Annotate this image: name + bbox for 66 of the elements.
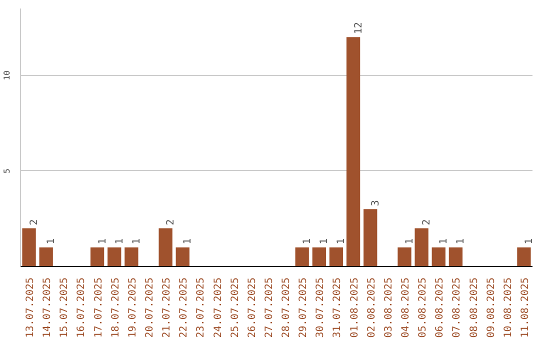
bar [124,247,138,266]
bar [517,247,531,266]
x-tick-label: 22.07.2025 [178,277,190,338]
x-tick-label: 03.08.2025 [383,277,394,338]
y-tick-label: 5 [2,168,12,174]
x-tick-label: 05.08.2025 [418,277,429,338]
x-tick-label: 09.08.2025 [486,277,497,338]
bar [346,37,360,266]
data-label: 1 [404,238,416,244]
x-tick-label: 23.07.2025 [196,277,207,338]
data-label: 3 [370,200,382,206]
data-label: 1 [319,238,330,244]
x-tick-label: 14.07.2025 [42,277,54,338]
y-tick-label: 10 [2,70,12,80]
bar [398,247,412,266]
bar [364,209,378,266]
data-label: 1 [131,238,142,244]
x-tick-label: 27.07.2025 [264,277,275,338]
data-label: 1 [438,238,450,244]
bar [108,247,122,266]
bar [329,247,344,266]
bar [176,247,190,266]
bar [39,247,53,266]
bar [312,247,326,266]
x-tick-label: 24.07.2025 [212,277,224,338]
data-label: 2 [29,219,40,226]
x-tick-label: 25.07.2025 [230,277,241,338]
data-label: 2 [166,219,177,226]
bar [295,247,309,266]
x-tick-label: 07.08.2025 [452,277,463,338]
bar [158,228,172,266]
data-label: 1 [524,238,535,244]
x-tick-label: 28.07.2025 [281,277,292,338]
x-tick-label: 18.07.2025 [110,277,122,338]
x-tick-label: 15.07.2025 [59,277,70,338]
x-tick-label: 16.07.2025 [76,277,88,338]
x-tick-label: 26.07.2025 [246,277,258,338]
x-tick-label: 10.08.2025 [502,277,514,338]
x-tick-label: 31.07.2025 [332,277,344,338]
x-tick-label: 30.07.2025 [315,277,326,338]
bar [22,228,36,266]
x-tick-label: 17.07.2025 [93,277,104,338]
data-label: 1 [114,238,126,244]
data-label: 12 [353,22,364,34]
x-tick-label: 01.08.2025 [349,277,360,338]
x-tick-label: 29.07.2025 [298,277,310,338]
x-tick-label: 20.07.2025 [144,277,156,338]
x-tick-label: 11.08.2025 [520,277,531,338]
bar [414,228,428,266]
bar [448,247,463,266]
data-label: 1 [182,238,194,244]
x-tick-label: 13.07.2025 [25,277,36,338]
data-label: 1 [97,238,108,244]
data-label: 1 [336,238,348,244]
x-tick-label: 06.08.2025 [434,277,446,338]
x-tick-label: 02.08.2025 [366,277,378,338]
bar [90,247,104,266]
x-tick-label: 08.08.2025 [468,277,480,338]
x-tick-label: 21.07.2025 [162,277,173,338]
data-label: 2 [422,219,433,226]
data-label: 1 [456,238,467,244]
x-tick-label: 19.07.2025 [127,277,138,338]
data-label: 1 [302,238,314,244]
x-tick-label: 04.08.2025 [400,277,412,338]
bar [432,247,446,266]
data-label: 1 [46,238,58,244]
